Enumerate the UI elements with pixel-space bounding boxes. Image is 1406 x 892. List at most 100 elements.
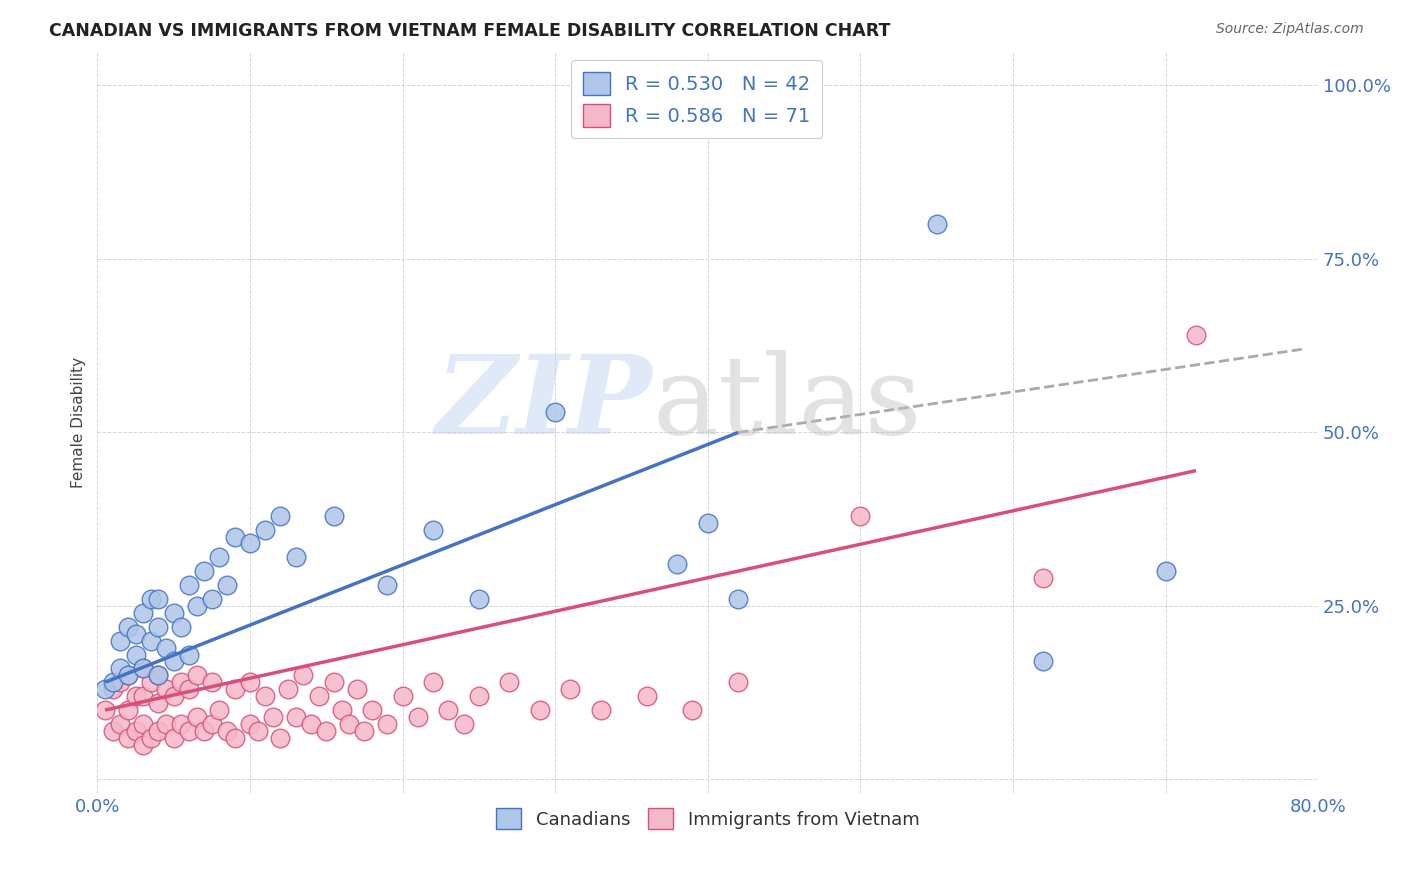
Text: Source: ZipAtlas.com: Source: ZipAtlas.com bbox=[1216, 22, 1364, 37]
Point bbox=[208, 703, 231, 717]
Point bbox=[322, 675, 344, 690]
Point bbox=[155, 717, 177, 731]
Point bbox=[849, 508, 872, 523]
Point bbox=[155, 640, 177, 655]
Point bbox=[201, 675, 224, 690]
Point bbox=[132, 606, 155, 620]
Y-axis label: Female Disability: Female Disability bbox=[72, 357, 86, 488]
Point bbox=[422, 523, 444, 537]
Point bbox=[139, 633, 162, 648]
Point bbox=[322, 508, 344, 523]
Point bbox=[110, 633, 132, 648]
Text: ZIP: ZIP bbox=[436, 350, 652, 458]
Point bbox=[353, 723, 375, 738]
Point bbox=[239, 675, 262, 690]
Point bbox=[437, 703, 460, 717]
Point bbox=[163, 689, 186, 703]
Point bbox=[589, 703, 612, 717]
Point bbox=[139, 731, 162, 745]
Point bbox=[163, 606, 186, 620]
Point bbox=[117, 668, 139, 682]
Point bbox=[239, 536, 262, 550]
Point bbox=[148, 620, 170, 634]
Point bbox=[468, 592, 491, 607]
Point bbox=[468, 689, 491, 703]
Point bbox=[117, 668, 139, 682]
Text: atlas: atlas bbox=[652, 350, 922, 457]
Point bbox=[453, 717, 475, 731]
Point bbox=[124, 648, 146, 662]
Legend: Canadians, Immigrants from Vietnam: Canadians, Immigrants from Vietnam bbox=[489, 801, 927, 837]
Point bbox=[375, 578, 398, 592]
Point bbox=[1154, 564, 1177, 578]
Point bbox=[239, 717, 262, 731]
Point bbox=[132, 689, 155, 703]
Point bbox=[269, 508, 291, 523]
Point bbox=[148, 668, 170, 682]
Point bbox=[139, 592, 162, 607]
Point bbox=[117, 620, 139, 634]
Point bbox=[1032, 571, 1054, 585]
Point bbox=[124, 626, 146, 640]
Point bbox=[284, 710, 307, 724]
Point bbox=[1032, 655, 1054, 669]
Point bbox=[224, 731, 246, 745]
Point bbox=[117, 731, 139, 745]
Point bbox=[215, 723, 238, 738]
Point bbox=[170, 620, 193, 634]
Point bbox=[208, 550, 231, 565]
Point bbox=[346, 682, 368, 697]
Point bbox=[560, 682, 582, 697]
Point bbox=[224, 682, 246, 697]
Text: CANADIAN VS IMMIGRANTS FROM VIETNAM FEMALE DISABILITY CORRELATION CHART: CANADIAN VS IMMIGRANTS FROM VIETNAM FEMA… bbox=[49, 22, 890, 40]
Point bbox=[170, 675, 193, 690]
Point bbox=[246, 723, 269, 738]
Point bbox=[94, 682, 117, 697]
Point bbox=[132, 717, 155, 731]
Point bbox=[201, 592, 224, 607]
Point bbox=[299, 717, 322, 731]
Point bbox=[148, 723, 170, 738]
Point bbox=[117, 703, 139, 717]
Point bbox=[925, 217, 948, 231]
Point bbox=[110, 675, 132, 690]
Point bbox=[193, 723, 215, 738]
Point bbox=[254, 689, 277, 703]
Point bbox=[224, 530, 246, 544]
Point bbox=[177, 648, 200, 662]
Point bbox=[132, 661, 155, 675]
Point bbox=[170, 717, 193, 731]
Point bbox=[94, 703, 117, 717]
Point bbox=[163, 731, 186, 745]
Point bbox=[337, 717, 360, 731]
Point bbox=[132, 738, 155, 752]
Point bbox=[636, 689, 658, 703]
Point bbox=[132, 661, 155, 675]
Point bbox=[193, 564, 215, 578]
Point bbox=[110, 661, 132, 675]
Point bbox=[269, 731, 291, 745]
Point bbox=[292, 668, 315, 682]
Point bbox=[186, 668, 208, 682]
Point bbox=[666, 558, 689, 572]
Point bbox=[254, 523, 277, 537]
Point bbox=[315, 723, 337, 738]
Point bbox=[177, 578, 200, 592]
Point bbox=[727, 592, 749, 607]
Point bbox=[148, 592, 170, 607]
Point bbox=[186, 599, 208, 613]
Point bbox=[101, 682, 124, 697]
Point bbox=[201, 717, 224, 731]
Point bbox=[155, 682, 177, 697]
Point bbox=[177, 723, 200, 738]
Point bbox=[330, 703, 353, 717]
Point bbox=[186, 710, 208, 724]
Point bbox=[361, 703, 384, 717]
Point bbox=[101, 675, 124, 690]
Point bbox=[422, 675, 444, 690]
Point bbox=[284, 550, 307, 565]
Point bbox=[124, 689, 146, 703]
Point bbox=[391, 689, 413, 703]
Point bbox=[101, 723, 124, 738]
Point bbox=[529, 703, 551, 717]
